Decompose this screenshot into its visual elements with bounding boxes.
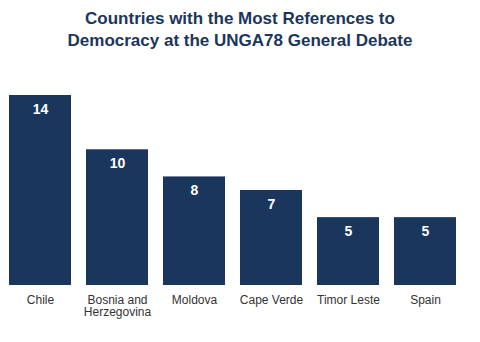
svg-text:Timor Leste: Timor Leste	[317, 293, 380, 307]
svg-text:14: 14	[33, 101, 49, 117]
svg-text:10: 10	[110, 155, 126, 171]
svg-text:Moldova: Moldova	[172, 293, 218, 307]
svg-text:8: 8	[191, 182, 199, 198]
html-text:Countries with the Most Refere: Countries with the Most References to De…	[67, 9, 413, 50]
svg-text:Chile: Chile	[27, 293, 55, 307]
svg-text:Spain: Spain	[410, 293, 441, 307]
svg-text:5: 5	[422, 223, 430, 239]
svg-text:7: 7	[268, 196, 276, 212]
svg-text:5: 5	[345, 223, 353, 239]
svg-text:Bosnia andHerzegovina: Bosnia andHerzegovina	[84, 293, 152, 319]
svg-text:Cape Verde: Cape Verde	[240, 293, 304, 307]
